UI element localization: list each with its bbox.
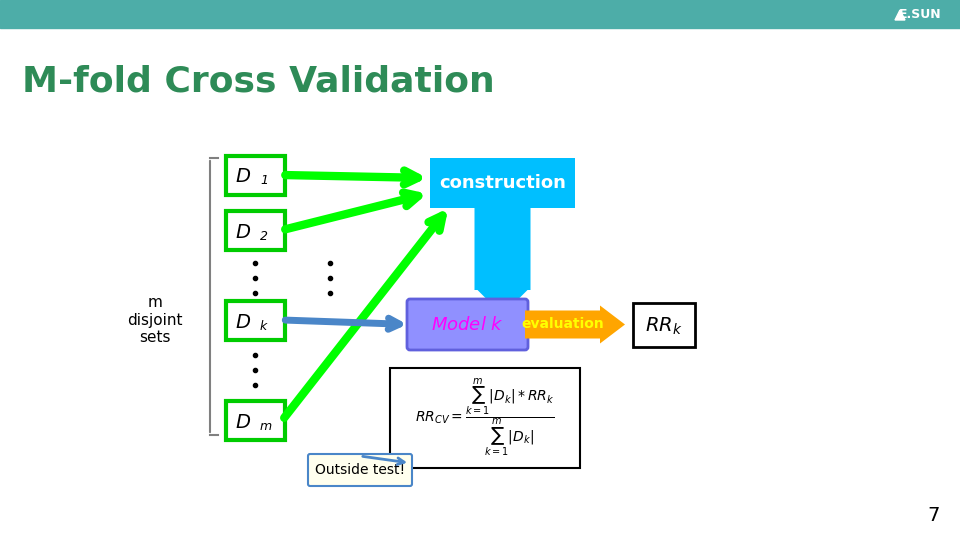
Text: M-fold Cross Validation: M-fold Cross Validation — [22, 65, 494, 99]
Text: 1: 1 — [260, 174, 268, 187]
Text: Outside test!: Outside test! — [315, 463, 405, 477]
Text: construction: construction — [439, 174, 566, 192]
Text: evaluation: evaluation — [521, 318, 604, 332]
FancyBboxPatch shape — [226, 401, 284, 440]
FancyBboxPatch shape — [226, 300, 284, 340]
Text: m: m — [260, 420, 272, 433]
Text: $\mathit{Model\ k}$: $\mathit{Model\ k}$ — [431, 315, 504, 334]
Polygon shape — [474, 208, 531, 315]
FancyBboxPatch shape — [226, 211, 284, 249]
Polygon shape — [525, 306, 625, 343]
FancyBboxPatch shape — [407, 299, 528, 350]
Text: $D$: $D$ — [235, 413, 251, 431]
Polygon shape — [895, 10, 905, 20]
Text: E.SUN: E.SUN — [899, 8, 942, 21]
Text: 7: 7 — [927, 506, 940, 525]
Bar — [0, 0, 960, 28]
Bar — [633, 302, 695, 347]
Text: $RR_{CV} = \dfrac{\sum_{k=1}^{m}|D_k| * RR_k}{\sum_{k=1}^{m}|D_k|}$: $RR_{CV} = \dfrac{\sum_{k=1}^{m}|D_k| * … — [416, 377, 555, 459]
Text: k: k — [260, 320, 267, 333]
Text: m
disjoint
sets: m disjoint sets — [128, 295, 182, 345]
Text: $RR_k$: $RR_k$ — [645, 316, 683, 337]
Text: $D$: $D$ — [235, 313, 251, 332]
FancyBboxPatch shape — [430, 158, 575, 208]
Text: $D$: $D$ — [235, 222, 251, 241]
Text: 2: 2 — [260, 230, 268, 242]
FancyBboxPatch shape — [308, 454, 412, 486]
FancyBboxPatch shape — [226, 156, 284, 194]
Bar — [390, 368, 580, 468]
Text: $D$: $D$ — [235, 167, 251, 186]
